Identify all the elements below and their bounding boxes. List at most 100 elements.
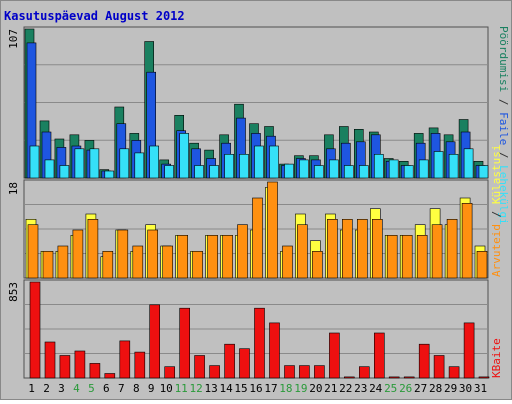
bar-arvuteid-day-20 — [312, 251, 323, 279]
legend-series-poordumisi: Pöördumisi — [497, 26, 510, 92]
x-tick-label-22: 22 — [339, 382, 352, 395]
x-tick-label-3: 3 — [58, 382, 65, 395]
bar-lehek-lgi-day-1 — [29, 145, 40, 179]
x-tick-label-1: 1 — [28, 382, 35, 395]
x-tick-label-31: 31 — [474, 382, 487, 395]
bar-kbaite-day-20 — [314, 365, 325, 379]
bar-kbaite-day-2 — [44, 341, 56, 379]
bar-lehek-lgi-day-23 — [358, 165, 369, 179]
bar-arvuteid-day-18 — [282, 245, 293, 279]
x-tick-label-9: 9 — [148, 382, 155, 395]
bar-lehek-lgi-day-3 — [59, 165, 70, 179]
bar-kbaite-day-12 — [194, 355, 205, 379]
bar-kbaite-day-6 — [104, 373, 116, 379]
bar-kbaite-day-28 — [433, 355, 445, 379]
bar-lehek-lgi-day-12 — [194, 165, 204, 179]
x-tick-label-11: 11 — [175, 382, 188, 395]
bar-lehek-lgi-day-31 — [478, 165, 489, 179]
bar-kbaite-day-1 — [29, 281, 41, 379]
bar-kbaite-day-30 — [463, 322, 475, 379]
panel-3: 853 — [7, 279, 490, 379]
bar-kbaite-day-31 — [478, 376, 490, 379]
legend-separator: / — [497, 92, 510, 112]
bar-lehek-lgi-day-11 — [179, 133, 189, 179]
bar-arvuteid-day-12 — [192, 251, 203, 279]
x-tick-label-5: 5 — [88, 382, 95, 395]
bar-kbaite-day-19 — [299, 365, 310, 379]
bar-arvuteid-day-27 — [416, 235, 428, 279]
bar-arvuteid-day-29 — [446, 219, 458, 279]
bar-kbaite-day-10 — [164, 366, 175, 379]
x-tick-label-2: 2 — [43, 382, 50, 395]
bar-lehek-lgi-day-13 — [209, 165, 219, 179]
bar-arvuteid-day-1 — [27, 224, 39, 279]
bar-lehek-lgi-day-30 — [463, 148, 474, 179]
bar-lehek-lgi-day-5 — [89, 148, 100, 179]
legend-series-kbaite: KBaite — [490, 338, 503, 378]
bar-kbaite-day-15 — [239, 348, 250, 379]
bar-kbaite-day-17 — [269, 322, 280, 379]
bar-arvuteid-day-30 — [461, 203, 473, 279]
legend-series-kulastusi: Külastusi — [490, 145, 503, 205]
bar-kbaite-day-23 — [358, 366, 370, 379]
bar-arvuteid-day-9 — [147, 229, 158, 279]
x-tick-label-30: 30 — [459, 382, 472, 395]
bar-arvuteid-day-22 — [341, 219, 353, 279]
bar-arvuteid-day-24 — [371, 219, 383, 279]
bar-lehek-lgi-day-22 — [343, 165, 354, 179]
bar-arvuteid-day-2 — [42, 251, 54, 279]
x-tick-label-27: 27 — [414, 382, 427, 395]
x-tick-label-16: 16 — [249, 382, 262, 395]
bar-arvuteid-day-4 — [72, 229, 84, 279]
x-tick-label-18: 18 — [279, 382, 292, 395]
bar-lehek-lgi-day-27 — [418, 159, 429, 179]
bar-lehek-lgi-day-4 — [74, 148, 85, 179]
bar-lehek-lgi-day-25 — [388, 159, 399, 179]
x-axis-labels: 1 2 3 4 5 6 7 8 9 10 11 12 13 14 15 16 17 18 19 20 21 22 23 24 2… — [28, 382, 487, 395]
bar-kbaite-day-7 — [119, 340, 131, 379]
x-tick-label-4: 4 — [73, 382, 80, 395]
legend-panel-2: Arvuteid / Külastusi — [490, 145, 503, 277]
bar-kbaite-day-8 — [134, 351, 146, 379]
bar-arvuteid-day-31 — [476, 251, 488, 279]
x-tick-label-24: 24 — [369, 382, 383, 395]
bar-kbaite-day-11 — [179, 307, 190, 379]
bar-kbaite-day-13 — [209, 365, 220, 379]
legend-panel-1: Pöördumisi / Faile / Lehekülgi — [497, 26, 510, 225]
legend-separator: / — [497, 145, 510, 165]
x-tick-label-25: 25 — [384, 382, 397, 395]
bar-lehek-lgi-day-9 — [149, 145, 159, 179]
x-tick-label-17: 17 — [264, 382, 277, 395]
bar-arvuteid-day-16 — [252, 197, 263, 279]
bar-kbaite-day-9 — [149, 304, 160, 379]
bar-kbaite-day-24 — [373, 332, 385, 379]
bar-lehek-lgi-day-10 — [164, 165, 174, 179]
bar-arvuteid-day-6 — [102, 251, 114, 279]
bar-arvuteid-day-5 — [87, 219, 99, 279]
bar-arvuteid-day-19 — [297, 224, 308, 279]
bar-lehek-lgi-day-15 — [239, 154, 249, 179]
bar-lehek-lgi-day-26 — [403, 165, 414, 179]
panel-scale-label: 107 — [7, 29, 20, 49]
bar-kbaite-day-3 — [59, 355, 71, 379]
x-tick-label-29: 29 — [444, 382, 457, 395]
bar-arvuteid-day-11 — [177, 235, 188, 279]
bar-lehek-lgi-day-8 — [134, 152, 145, 179]
x-tick-label-6: 6 — [103, 382, 110, 395]
bar-lehek-lgi-day-18 — [284, 163, 294, 179]
bar-lehek-lgi-day-7 — [119, 148, 130, 179]
bar-lehek-lgi-day-6 — [104, 170, 115, 179]
x-tick-label-23: 23 — [354, 382, 367, 395]
x-tick-label-7: 7 — [118, 382, 125, 395]
bar-kbaite-day-26 — [403, 376, 415, 379]
bar-arvuteid-day-25 — [386, 235, 398, 279]
x-tick-label-21: 21 — [324, 382, 337, 395]
x-tick-label-28: 28 — [429, 382, 442, 395]
bar-lehek-lgi-day-24 — [373, 154, 384, 179]
bar-arvuteid-day-17 — [267, 181, 278, 279]
bar-arvuteid-day-10 — [162, 245, 173, 279]
x-tick-label-26: 26 — [399, 382, 412, 395]
bar-arvuteid-day-21 — [327, 219, 338, 279]
panel-1: 107 — [7, 26, 489, 179]
